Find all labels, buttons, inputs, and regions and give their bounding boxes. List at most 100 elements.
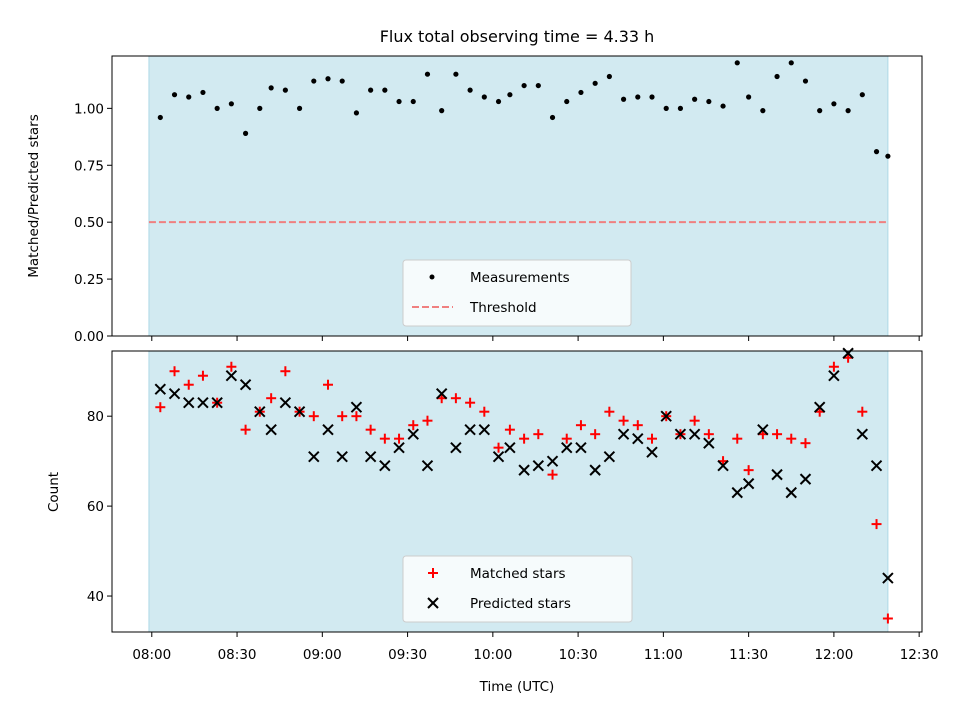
- predicted-star-point: [717, 459, 729, 472]
- measurement-point: [353, 110, 360, 116]
- predicted-star-point: [478, 423, 491, 436]
- measurement-point: [311, 78, 317, 84]
- predicted-star-point: [197, 396, 209, 409]
- matched-star-point: [732, 433, 743, 444]
- matched-star-point: [604, 406, 615, 417]
- matched-star-point: [226, 361, 237, 372]
- measurement-point: [734, 60, 740, 66]
- matched-star-point: [647, 433, 657, 444]
- bottom-xtick-label: 12:30: [900, 647, 939, 663]
- chart-title: Flux total observing time = 4.33 h: [380, 27, 655, 46]
- bottom-xtick-label: 12:00: [814, 647, 853, 663]
- measurement-point: [268, 85, 274, 91]
- measurement-point: [578, 89, 584, 96]
- predicted-star-point: [813, 401, 826, 413]
- predicted-star-point: [603, 450, 616, 463]
- matched-star-point: [266, 393, 277, 404]
- measurement-point: [282, 87, 288, 93]
- matched-star-point: [479, 406, 490, 417]
- legend-label-measurements: Measurements: [470, 270, 570, 286]
- predicted-star-point: [421, 459, 434, 472]
- predicted-star-point: [532, 459, 545, 472]
- measurement-point: [549, 114, 556, 121]
- matched-star-point: [493, 442, 504, 453]
- measurement-point: [592, 80, 598, 86]
- predicted-star-point: [703, 437, 715, 449]
- matched-star-point: [365, 424, 376, 435]
- predicted-star-point: [674, 428, 687, 440]
- predicted-star-point: [293, 405, 306, 418]
- matched-star-point: [689, 415, 700, 426]
- predicted-star-point: [393, 441, 405, 454]
- bottom-ytick-label: 60: [87, 499, 104, 515]
- predicted-star-point: [435, 388, 448, 400]
- matched-star-point: [561, 433, 572, 444]
- predicted-star-point: [688, 428, 701, 440]
- measurement-point: [368, 87, 374, 93]
- predicted-star-point: [239, 379, 252, 391]
- top-panel: 0.00 0.25 0.50 0.75 1.00 Flux total observin…: [26, 27, 923, 345]
- measurement-point: [481, 94, 487, 100]
- measurement-point: [802, 78, 809, 84]
- predicted-star-point: [589, 464, 601, 476]
- predicted-star-point: [742, 477, 755, 490]
- measurement-point: [186, 94, 192, 100]
- matched-star-point: [703, 429, 714, 440]
- matched-star-point: [183, 379, 194, 390]
- measurement-point: [606, 73, 612, 80]
- top-ytick-label: 0.50: [74, 215, 104, 231]
- predicted-star-point: [336, 450, 348, 463]
- matched-star-point: [155, 402, 166, 413]
- matched-star-point: [450, 393, 461, 404]
- bottom-xtick-label: 08:30: [218, 647, 257, 663]
- predicted-star-point: [379, 459, 391, 472]
- matched-star-point: [547, 469, 558, 480]
- matched-star-point: [533, 429, 544, 440]
- measurement-point: [706, 98, 712, 105]
- predicted-star-point: [265, 423, 277, 436]
- matched-star-point: [882, 613, 893, 624]
- measurement-point: [507, 92, 513, 98]
- measurement-point: [677, 105, 684, 111]
- measurement-point: [296, 105, 303, 111]
- measurement-point: [214, 105, 220, 111]
- predicted-star-point: [660, 410, 672, 422]
- predicted-star-point: [279, 396, 292, 409]
- measurement-point: [382, 87, 388, 93]
- measurement-point: [774, 73, 780, 80]
- measurement-point: [157, 114, 163, 121]
- legend-marker-predicted: [427, 597, 439, 609]
- measurement-point: [620, 96, 627, 102]
- measurement-point: [845, 108, 851, 114]
- measurement-point: [885, 153, 891, 159]
- matched-star-point: [422, 415, 433, 426]
- matched-star-point: [337, 411, 348, 422]
- bottom-xlabel: Time (UTC): [479, 679, 555, 695]
- top-ytick-label: 0.00: [74, 329, 104, 345]
- matched-star-point: [632, 420, 643, 431]
- predicted-star-point: [561, 441, 573, 454]
- predicted-star-point: [771, 468, 783, 481]
- predicted-star-point: [856, 428, 869, 440]
- measurement-point: [692, 96, 698, 102]
- matched-star-point: [871, 519, 882, 530]
- legend-label-threshold: Threshold: [469, 300, 537, 316]
- measurement-point: [831, 101, 837, 107]
- bottom-xtick-label: 09:00: [303, 647, 342, 663]
- legend-marker-measurements: [429, 274, 435, 280]
- matched-star-point: [743, 465, 754, 476]
- predicted-star-point: [504, 441, 516, 454]
- matched-star-point: [504, 424, 515, 435]
- bottom-axes-frame: [111, 350, 923, 633]
- predicted-star-point: [731, 486, 743, 499]
- matched-star-point: [772, 429, 783, 440]
- matched-star-point: [394, 433, 405, 444]
- legend-label-predicted: Predicted stars: [470, 596, 571, 612]
- predicted-star-point: [632, 432, 644, 445]
- predicted-star-point: [154, 383, 167, 395]
- predicted-star-point: [183, 396, 195, 409]
- measurement-point: [564, 98, 570, 105]
- predicted-star-point: [225, 370, 238, 382]
- top-ytick-label: 1.00: [74, 101, 104, 117]
- measurement-point: [495, 98, 502, 105]
